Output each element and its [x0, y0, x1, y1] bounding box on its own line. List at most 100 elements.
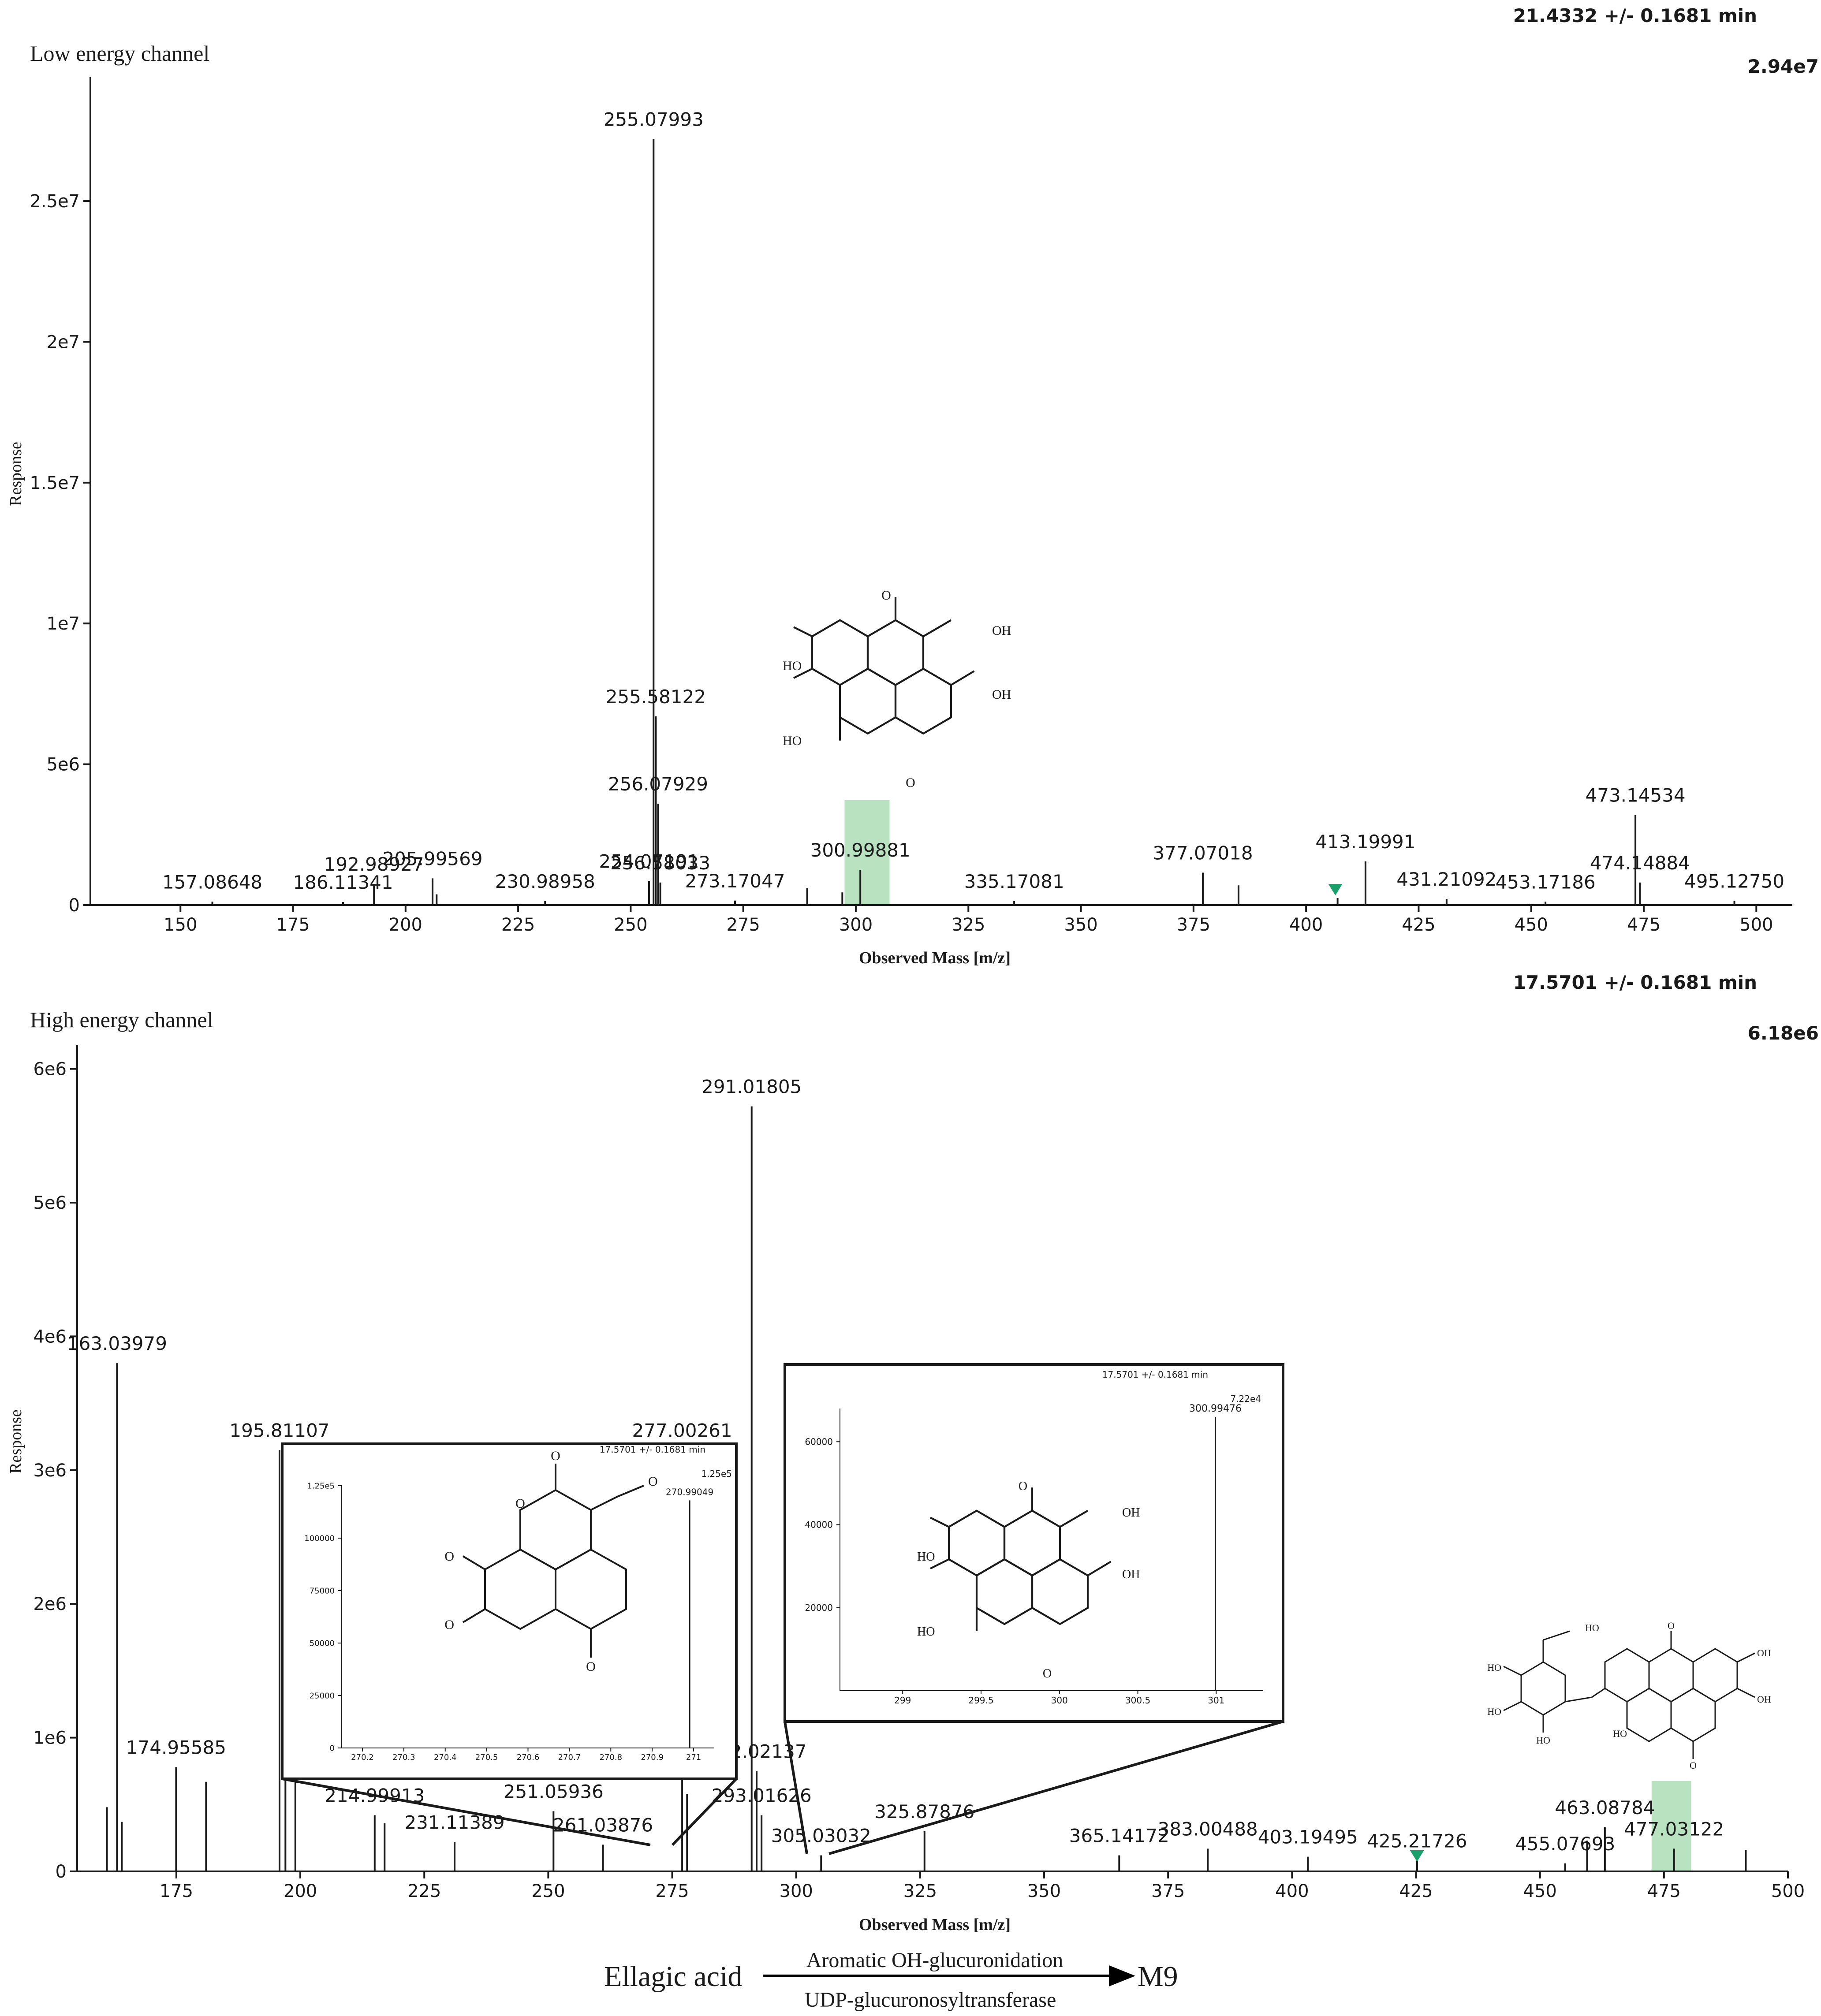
quinone-o-6: O — [586, 1659, 596, 1674]
y-tick-label: 1.5e7 — [30, 473, 80, 493]
inset-struct-o-top: O — [1019, 1479, 1027, 1493]
highlight-window — [844, 800, 890, 905]
y-tick-label: 1e7 — [46, 614, 80, 634]
x-axis-label: Observed Mass [m/z] — [859, 949, 1011, 967]
peak-label: 413.19991 — [1315, 831, 1415, 853]
x-tick-label: 299 — [894, 1695, 911, 1706]
x-tick-label: 400 — [1289, 915, 1323, 935]
x-tick-label: 200 — [389, 915, 422, 935]
peak-label: 256.07929 — [608, 773, 708, 795]
reaction-product: M9 — [1138, 1960, 1178, 1993]
inset-right-connector-2 — [828, 1720, 1284, 1855]
x-tick-label: 350 — [1064, 915, 1097, 935]
ellagic-acid-structure-inset — [930, 1487, 1112, 1631]
inset-right-max: 7.22e4 — [1230, 1394, 1261, 1404]
inset-left-max: 1.25e5 — [701, 1468, 732, 1479]
y-tick-label: 20000 — [805, 1602, 833, 1613]
peak-label: 251.05936 — [504, 1781, 604, 1802]
y-tick-label: 2.5e7 — [30, 191, 80, 212]
peak-label: 230.98958 — [495, 871, 595, 892]
struct-o-bottom: O — [906, 775, 915, 790]
struct-oh-2: OH — [992, 687, 1011, 702]
peak-label: 300.99881 — [810, 839, 910, 861]
channel-label: Low energy channel — [30, 41, 209, 66]
max-intensity: 2.94e7 — [1748, 56, 1819, 77]
m9-labels: O O OH OH HO HO HO HO HO — [1487, 1620, 1771, 1771]
peak-label: 174.95585 — [126, 1737, 226, 1758]
struct-o-top: O — [881, 588, 891, 603]
y-tick-label: 5e6 — [46, 755, 80, 775]
inset-right-connector-1 — [784, 1721, 808, 1854]
low-energy-spectrum: Low energy channel 21.4332 +/- 0.1681 mi… — [7, 5, 1819, 967]
peak-label: 255.58122 — [606, 686, 706, 708]
m9-o-2: O — [1690, 1760, 1697, 1771]
ellagic-acid-structure — [793, 597, 975, 741]
retention-time: 17.5701 +/- 0.1681 min — [1513, 972, 1757, 993]
peak-label: 273.17047 — [685, 870, 785, 892]
marker-triangle — [1410, 1850, 1424, 1862]
struct-oh-1: OH — [992, 623, 1011, 638]
peak-label: 495.12750 — [1684, 870, 1784, 892]
x-tick-label: 270.3 — [392, 1753, 415, 1762]
peak-label: 254.07191 — [599, 851, 699, 872]
peak-label: 205.99569 — [382, 848, 482, 869]
x-tick-label: 270.8 — [600, 1753, 623, 1762]
y-tick-label: 4e6 — [33, 1327, 67, 1347]
struct-ho-2: HO — [783, 734, 802, 748]
y-tick-label: 100000 — [304, 1534, 335, 1543]
marker-triangle — [1328, 884, 1343, 895]
peak-label: 383.00488 — [1158, 1818, 1258, 1840]
m9-o-1: O — [1668, 1620, 1675, 1631]
plot-bottom: 0 1e6 2e6 3e6 4e6 5e6 6e6 175 200 225 250 275 300 325… — [33, 1045, 1805, 1901]
x-tick-label: 300.5 — [1125, 1695, 1150, 1706]
x-tick-label: 175 — [276, 915, 310, 935]
reaction-enzyme: UDP-glucuronosyltransferase — [805, 1988, 1056, 2012]
x-tick-label: 425 — [1399, 1881, 1433, 1901]
y-tick-label: 0 — [330, 1744, 335, 1753]
x-tick-label: 200 — [284, 1881, 317, 1901]
x-tick-label: 270.2 — [351, 1753, 374, 1762]
y-tick-label: 1.25e5 — [307, 1481, 335, 1491]
highlight-window — [1651, 1781, 1691, 1871]
quinone-o-3: O — [648, 1474, 658, 1489]
inset-struct-o-bottom: O — [1043, 1667, 1052, 1681]
m9-ho-1: HO — [1487, 1662, 1501, 1673]
peak-label: 474.14884 — [1590, 852, 1690, 874]
reaction-substrate: Ellagic acid — [604, 1960, 742, 1993]
peak-label: 157.08648 — [162, 871, 262, 893]
y-tick-label: 60000 — [805, 1436, 833, 1447]
inset-struct-ho-2: HO — [917, 1625, 935, 1639]
peak-label: 163.03979 — [67, 1333, 167, 1354]
y-axis-label: Response — [7, 442, 25, 506]
y-tick-label: 0 — [56, 1862, 67, 1882]
peak-label: 186.11341 — [293, 872, 393, 893]
channel-label: High energy channel — [30, 1007, 213, 1032]
peak-label: 305.03032 — [771, 1825, 871, 1847]
peak-label: 270.99049 — [666, 1487, 713, 1497]
x-tick-label: 250 — [531, 1881, 565, 1901]
x-tick-label: 325 — [952, 915, 985, 935]
peak-label: 255.07993 — [604, 109, 704, 130]
x-tick-label: 275 — [655, 1881, 689, 1901]
x-tick-label: 375 — [1151, 1881, 1185, 1901]
x-tick-label: 270.4 — [434, 1753, 457, 1762]
x-tick-label: 300 — [839, 915, 873, 935]
inset-struct-oh-1: OH — [1122, 1506, 1140, 1520]
x-tick-label: 270.5 — [475, 1753, 498, 1762]
peak-label: 425.21726 — [1367, 1830, 1467, 1852]
m9-ho-3: HO — [1536, 1735, 1550, 1746]
peak-label: 277.00261 — [632, 1420, 732, 1441]
peak-label: 291.01805 — [702, 1076, 802, 1098]
x-tick-label: 275 — [727, 915, 760, 935]
x-tick-label: 475 — [1627, 915, 1661, 935]
peak-label: 455.07693 — [1515, 1833, 1615, 1855]
inset-left: 17.5701 +/- 0.1681 min 1.25e5 0 25000 5000… — [281, 1442, 738, 1846]
x-tick-label: 270.7 — [558, 1753, 581, 1762]
x-tick-label: 350 — [1027, 1881, 1061, 1901]
reaction-type: Aromatic OH-glucuronidation — [806, 1949, 1063, 1972]
x-tick-label: 425 — [1402, 915, 1435, 935]
x-tick-label: 270.9 — [641, 1753, 664, 1762]
x-tick-label: 225 — [407, 1881, 441, 1901]
x-tick-label: 450 — [1515, 915, 1548, 935]
